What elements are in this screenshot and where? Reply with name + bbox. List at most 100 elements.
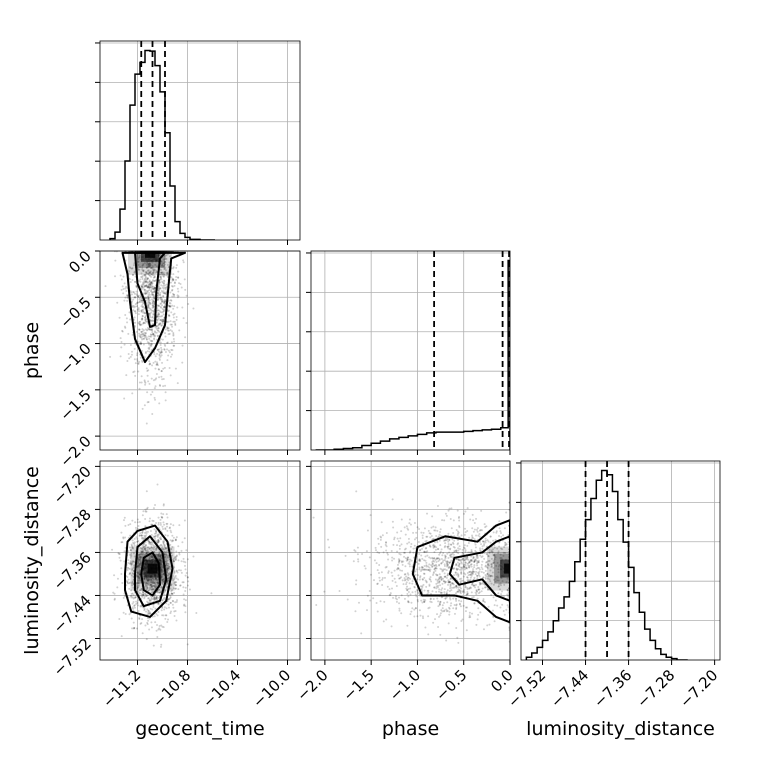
scatter-point: [159, 518, 162, 521]
scatter-point: [160, 515, 163, 518]
scatter-point: [436, 597, 439, 600]
scatter-point: [156, 540, 159, 543]
scatter-point: [146, 506, 149, 509]
scatter-point: [155, 315, 158, 318]
scatter-point: [162, 310, 165, 313]
scatter-point: [423, 576, 426, 579]
scatter-point: [163, 552, 166, 555]
scatter-point: [172, 293, 175, 296]
scatter-point: [148, 601, 151, 604]
scatter-point: [156, 298, 159, 301]
scatter-point: [134, 296, 137, 299]
scatter-point: [152, 556, 155, 559]
scatter-point: [441, 582, 444, 585]
scatter-point: [481, 568, 484, 571]
scatter-point: [134, 342, 137, 345]
scatter-point: [471, 612, 474, 615]
panel-joint-geocent_time-luminosity_distance: [99, 460, 301, 661]
scatter-point: [473, 561, 476, 564]
scatter-point: [134, 526, 137, 529]
scatter-point: [146, 286, 149, 289]
scatter-point: [463, 533, 466, 536]
scatter-point: [137, 574, 140, 577]
scatter-point: [169, 594, 172, 597]
scatter-point: [450, 507, 453, 510]
scatter-point: [460, 534, 463, 537]
scatter-point: [421, 566, 424, 569]
scatter-point: [433, 586, 436, 589]
scatter-point: [153, 597, 156, 600]
scatter-point: [420, 554, 423, 557]
scatter-point: [140, 587, 143, 590]
scatter-point: [137, 572, 140, 575]
scatter-point: [446, 601, 449, 604]
scatter-point: [141, 281, 144, 284]
scatter-point: [170, 592, 173, 595]
xtick-label: −11.2: [99, 666, 144, 711]
scatter-point: [157, 313, 160, 316]
scatter-point: [430, 564, 433, 567]
scatter-point: [132, 309, 135, 312]
scatter-point: [124, 296, 127, 299]
scatter-point: [147, 579, 150, 582]
scatter-point: [141, 591, 144, 594]
scatter-point: [459, 605, 462, 608]
scatter-point: [163, 280, 166, 283]
scatter-point: [166, 568, 169, 571]
scatter-point: [149, 612, 152, 615]
scatter-point: [142, 546, 145, 549]
scatter-point: [160, 586, 163, 589]
scatter-point: [151, 298, 154, 301]
scatter-point: [143, 312, 146, 315]
scatter-point: [138, 575, 141, 578]
scatter-point: [147, 589, 150, 592]
scatter-point: [448, 561, 451, 564]
scatter-point: [150, 549, 153, 552]
scatter-point: [467, 574, 470, 577]
scatter-point: [432, 574, 435, 577]
scatter-point: [159, 319, 162, 322]
scatter-point: [182, 259, 185, 262]
scatter-point: [131, 278, 134, 281]
scatter-point: [157, 539, 160, 542]
scatter-point: [126, 299, 129, 302]
scatter-point: [173, 293, 176, 296]
scatter-point: [150, 281, 153, 284]
scatter-point: [447, 622, 450, 625]
scatter-point: [160, 289, 163, 292]
scatter-point: [407, 576, 410, 579]
scatter-point: [163, 301, 166, 304]
scatter-point: [139, 297, 142, 300]
scatter-point: [140, 375, 143, 378]
scatter-point: [154, 355, 157, 358]
scatter-point: [141, 530, 144, 533]
scatter-point: [138, 342, 141, 345]
scatter-point: [158, 322, 161, 325]
scatter-point: [157, 541, 160, 544]
scatter-point: [162, 320, 165, 323]
contours-geocent_time-luminosity_distance: [124, 524, 174, 618]
scatter-point: [418, 559, 421, 562]
scatter-point: [449, 578, 452, 581]
scatter-point: [164, 304, 167, 307]
scatter-point: [148, 291, 151, 294]
xtick-label: −7.44: [547, 666, 592, 711]
scatter-point: [480, 570, 483, 573]
scatter-point: [152, 333, 155, 336]
scatter-point: [164, 255, 167, 258]
scatter-point: [393, 577, 396, 580]
scatter-point: [437, 625, 440, 628]
scatter-point: [159, 268, 162, 271]
scatter-point: [175, 570, 178, 573]
scatter-point: [120, 278, 123, 281]
scatter-point: [135, 602, 138, 605]
scatter-point: [140, 276, 143, 279]
scatter-point: [125, 294, 128, 297]
scatter-point: [164, 263, 167, 266]
scatter-point: [448, 538, 451, 541]
scatter-point: [152, 581, 155, 584]
scatter-point: [173, 578, 176, 581]
scatter-point: [455, 549, 458, 552]
scatter-point: [448, 606, 451, 609]
scatter-point: [144, 549, 147, 552]
